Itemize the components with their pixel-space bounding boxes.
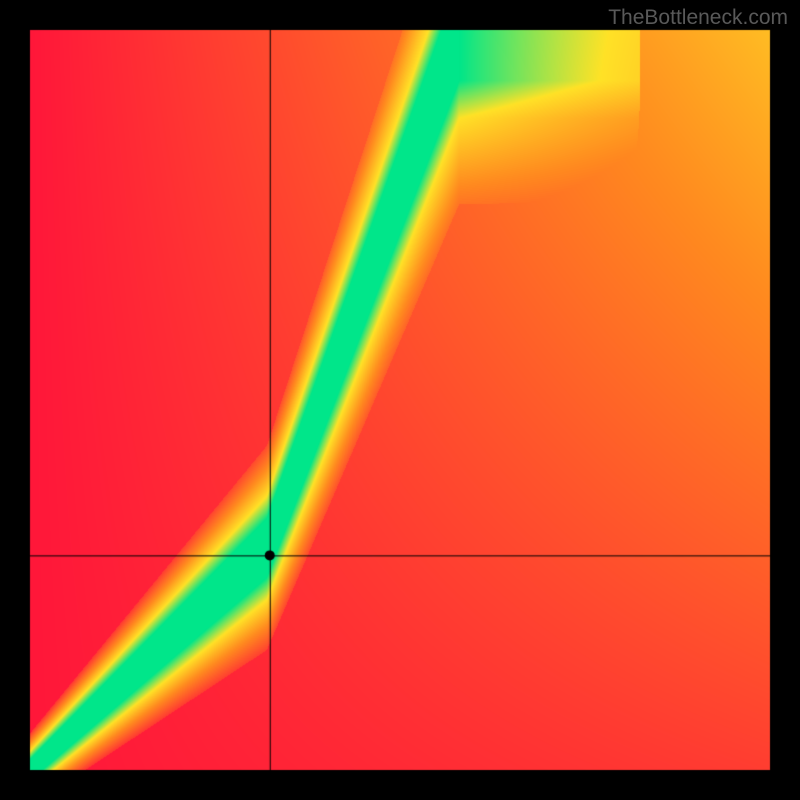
chart-container: TheBottleneck.com <box>0 0 800 800</box>
heatmap-canvas <box>0 0 800 800</box>
watermark-text: TheBottleneck.com <box>608 6 788 30</box>
